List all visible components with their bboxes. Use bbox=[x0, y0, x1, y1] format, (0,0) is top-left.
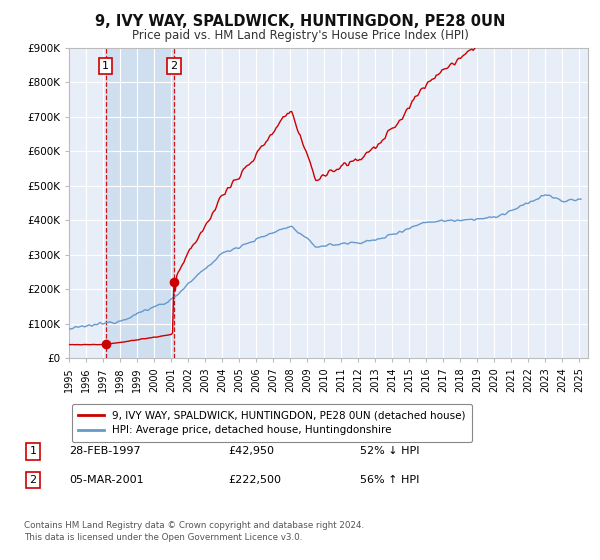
Text: 05-MAR-2001: 05-MAR-2001 bbox=[69, 475, 143, 485]
Text: 1: 1 bbox=[29, 446, 37, 456]
Text: Contains HM Land Registry data © Crown copyright and database right 2024.: Contains HM Land Registry data © Crown c… bbox=[24, 521, 364, 530]
Text: 2: 2 bbox=[170, 61, 178, 71]
Bar bbox=[106, 48, 174, 358]
Text: £222,500: £222,500 bbox=[228, 475, 281, 485]
Text: This data is licensed under the Open Government Licence v3.0.: This data is licensed under the Open Gov… bbox=[24, 533, 302, 542]
Text: 56% ↑ HPI: 56% ↑ HPI bbox=[360, 475, 419, 485]
Text: 52% ↓ HPI: 52% ↓ HPI bbox=[360, 446, 419, 456]
Text: Price paid vs. HM Land Registry's House Price Index (HPI): Price paid vs. HM Land Registry's House … bbox=[131, 29, 469, 42]
Text: 2: 2 bbox=[29, 475, 37, 485]
Legend: 9, IVY WAY, SPALDWICK, HUNTINGDON, PE28 0UN (detached house), HPI: Average price: 9, IVY WAY, SPALDWICK, HUNTINGDON, PE28 … bbox=[71, 404, 472, 442]
Text: 28-FEB-1997: 28-FEB-1997 bbox=[69, 446, 140, 456]
Text: 9, IVY WAY, SPALDWICK, HUNTINGDON, PE28 0UN: 9, IVY WAY, SPALDWICK, HUNTINGDON, PE28 … bbox=[95, 14, 505, 29]
Text: £42,950: £42,950 bbox=[228, 446, 274, 456]
Text: 1: 1 bbox=[102, 61, 109, 71]
